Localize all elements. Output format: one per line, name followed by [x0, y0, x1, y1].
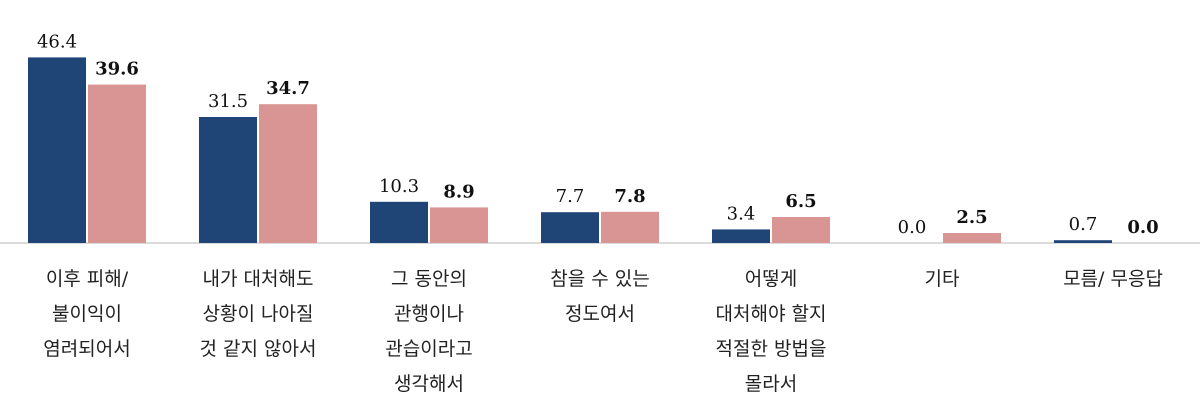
value-label-s2-c3: 8.9	[443, 181, 474, 202]
bar-s1-c7	[1054, 240, 1112, 243]
bar-s1-c1	[28, 57, 86, 244]
bar-s2-c5	[772, 217, 830, 243]
category-label-3: 그 동안의 관행이나 관습이라고 생각해서	[385, 268, 472, 395]
bar-s2-c2	[259, 104, 317, 243]
value-label-s1-c5: 3.4	[727, 203, 756, 224]
value-label-s1-c1: 46.4	[37, 31, 77, 52]
bar-s1-c5	[712, 229, 770, 243]
category-label-5: 어떻게 대처해야 할지 적절한 방법을 몰라서	[716, 268, 827, 395]
bar-s1-c2	[199, 117, 257, 243]
bar-s2-c6	[943, 233, 1001, 243]
category-label-6: 기타	[925, 268, 960, 290]
value-label-s2-c4: 7.8	[614, 186, 645, 207]
value-label-s1-c3: 10.3	[379, 176, 419, 197]
category-label-1: 이후 피해/불이익이 염려되어서	[43, 268, 130, 360]
value-label-s2-c5: 6.5	[785, 191, 816, 212]
bar-s1-c4	[541, 212, 599, 243]
category-labels-group: 이후 피해/불이익이 염려되어서 내가 대처해도 상황이 나아질 것 같지 않아서 그 동…	[43, 268, 1163, 395]
value-label-s2-c2: 34.7	[266, 78, 310, 99]
value-labels-group: 46.4 39.6 31.5 34.7 10.3 8.9 7.7 7.8 3.4 6.5 0.0 2.…	[37, 31, 1159, 238]
value-label-s2-c7: 0.0	[1127, 217, 1158, 238]
bar-s2-c4	[601, 211, 659, 243]
value-label-s2-c1: 39.6	[95, 59, 139, 80]
bar-s2-c1	[88, 84, 146, 243]
category-label-7: 모름/ 무응답	[1063, 268, 1163, 290]
category-label-2: 내가 대처해도 상황이 나아질 것 같지 않아서	[200, 268, 317, 360]
bar-s2-c3	[430, 207, 488, 243]
value-label-s1-c2: 31.5	[208, 91, 248, 112]
value-label-s1-c7: 0.7	[1069, 214, 1098, 235]
value-label-s1-c4: 7.7	[556, 186, 585, 207]
bars-group	[28, 57, 1112, 244]
value-label-s2-c6: 2.5	[956, 207, 987, 228]
value-label-s1-c6: 0.0	[898, 217, 927, 238]
bar-s1-c3	[370, 201, 428, 243]
category-label-4: 참을 수 있는 정도여서	[550, 268, 649, 325]
